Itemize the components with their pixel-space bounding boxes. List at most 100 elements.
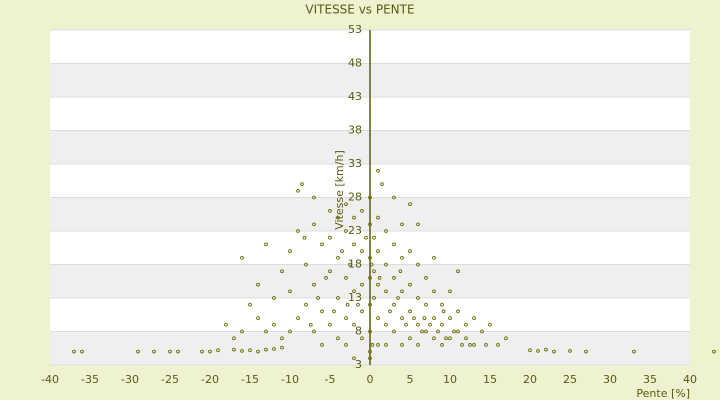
data-point xyxy=(484,343,488,347)
data-point xyxy=(312,195,316,200)
y-tick-label: 43 xyxy=(348,90,362,103)
data-point xyxy=(356,302,360,307)
data-point xyxy=(456,269,460,274)
x-tick-label: -35 xyxy=(81,373,99,386)
data-point xyxy=(448,289,452,294)
data-point xyxy=(80,349,84,354)
data-point xyxy=(412,316,416,320)
data-point xyxy=(400,289,404,294)
data-point xyxy=(552,349,556,354)
x-tick-label: -40 xyxy=(41,373,59,386)
data-point xyxy=(368,195,372,200)
data-point xyxy=(460,343,464,347)
data-point xyxy=(316,296,320,300)
data-point xyxy=(344,229,348,233)
data-point xyxy=(288,329,292,334)
data-point xyxy=(536,349,540,353)
x-tick-label: 30 xyxy=(603,373,617,386)
data-point xyxy=(440,343,444,347)
data-point xyxy=(304,262,308,267)
data-point xyxy=(360,249,364,253)
data-point xyxy=(376,316,380,320)
data-point xyxy=(472,316,476,320)
data-point xyxy=(392,329,396,334)
data-point xyxy=(312,282,316,287)
x-tick-label: 40 xyxy=(683,373,697,386)
data-point xyxy=(388,309,392,314)
data-point xyxy=(352,289,356,294)
y-tick-label: 3 xyxy=(355,358,362,371)
data-point xyxy=(432,289,436,294)
data-point xyxy=(232,336,236,341)
data-point xyxy=(496,343,500,347)
data-point xyxy=(328,209,332,213)
data-point xyxy=(232,347,236,352)
data-point xyxy=(248,348,252,353)
x-tick-label: 20 xyxy=(523,373,537,386)
data-point xyxy=(452,329,456,334)
data-point xyxy=(304,302,308,307)
data-point xyxy=(320,309,324,314)
data-point xyxy=(632,349,636,354)
data-point xyxy=(288,249,292,253)
x-tick-label: 5 xyxy=(407,373,414,386)
data-point xyxy=(376,343,380,347)
x-tick-label: -30 xyxy=(121,373,139,386)
data-point xyxy=(432,336,436,341)
data-point xyxy=(320,242,324,247)
data-point xyxy=(240,349,244,353)
x-tick-label: 10 xyxy=(443,373,457,386)
data-point xyxy=(392,276,396,280)
y-tick-label: 18 xyxy=(348,258,362,271)
data-point xyxy=(256,349,260,354)
chart-title: VITESSE vs PENTE xyxy=(305,3,414,17)
data-point xyxy=(224,322,228,327)
data-point xyxy=(584,349,588,354)
data-point xyxy=(408,249,412,253)
data-point xyxy=(422,316,427,320)
data-point xyxy=(400,343,404,347)
data-point xyxy=(416,262,420,267)
data-point xyxy=(456,309,460,314)
data-point xyxy=(280,336,284,341)
data-point xyxy=(416,343,420,347)
data-point xyxy=(312,329,316,334)
data-point xyxy=(332,309,336,314)
data-point xyxy=(408,336,412,341)
data-point xyxy=(456,329,460,334)
data-point xyxy=(368,329,372,334)
data-point xyxy=(372,296,376,300)
x-tick-label: -25 xyxy=(161,373,179,386)
x-tick-label: -10 xyxy=(281,373,299,386)
data-point xyxy=(440,302,444,307)
y-tick-label: 13 xyxy=(348,291,362,304)
data-point xyxy=(72,349,76,354)
y-axis-label: Vitesse [km/h] xyxy=(333,150,346,230)
data-point xyxy=(528,348,532,353)
y-tick-label: 23 xyxy=(348,224,362,237)
data-point xyxy=(352,356,356,361)
data-point xyxy=(336,255,340,260)
data-point xyxy=(296,229,300,233)
data-point xyxy=(712,349,716,354)
data-point xyxy=(344,276,348,280)
data-point xyxy=(344,316,348,320)
data-point xyxy=(352,322,356,327)
data-point xyxy=(328,235,332,240)
data-point xyxy=(340,249,344,253)
data-point xyxy=(400,316,404,320)
data-point xyxy=(328,322,332,327)
data-point xyxy=(312,222,316,227)
data-point xyxy=(424,276,428,280)
data-point xyxy=(324,276,328,280)
y-tick-label: 48 xyxy=(348,57,362,70)
y-tick-label: 33 xyxy=(348,157,362,170)
data-point xyxy=(248,302,252,307)
data-point xyxy=(392,195,396,200)
data-point xyxy=(308,322,313,327)
data-point xyxy=(264,242,268,247)
data-point xyxy=(296,188,300,193)
data-point xyxy=(396,296,400,300)
data-point xyxy=(428,322,432,327)
data-point xyxy=(336,296,340,300)
